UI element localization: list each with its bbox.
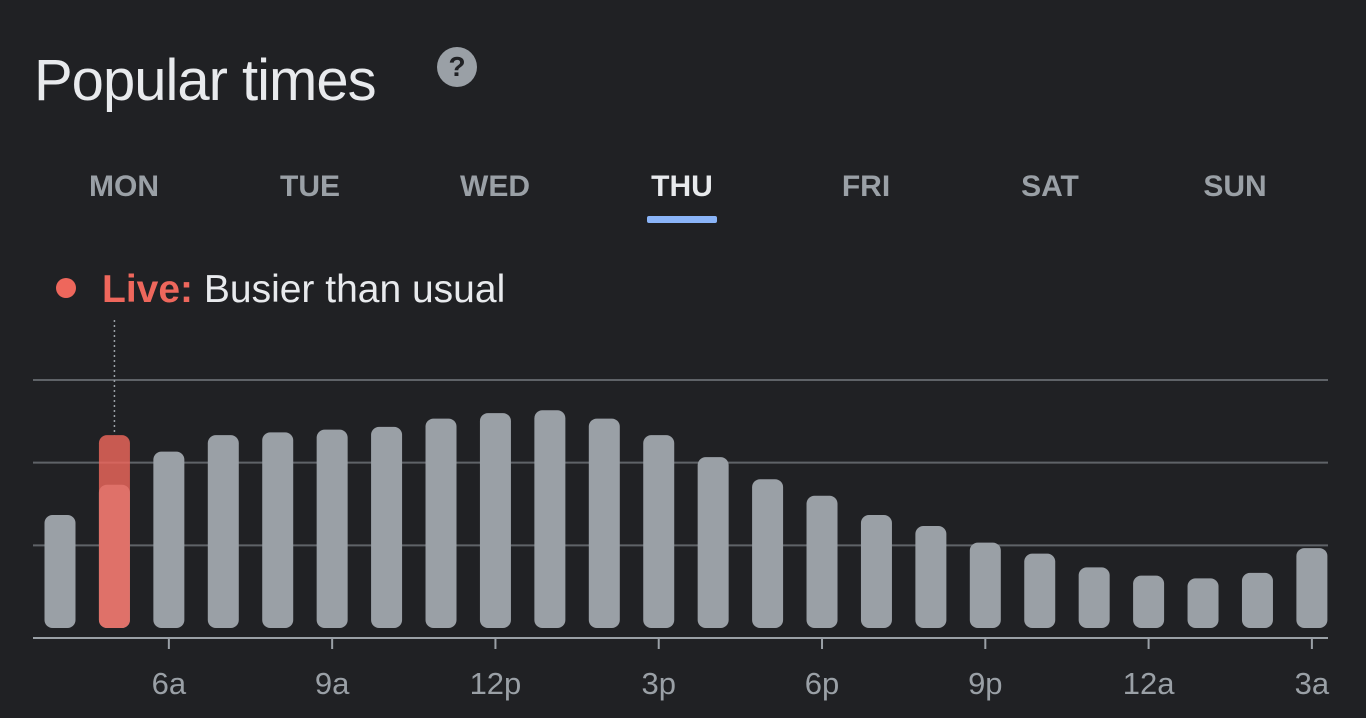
live-bar (98, 435, 130, 628)
bar-23 (1078, 567, 1110, 628)
x-tick-label: 3p (641, 666, 675, 701)
tab-wed[interactable]: WED (460, 170, 530, 203)
x-tick-label: 3a (1295, 666, 1330, 701)
tab-fri[interactable]: FRI (841, 170, 891, 203)
x-tick-label: 6p (805, 666, 839, 701)
tab-mon[interactable]: MON (89, 170, 159, 203)
bar-26 (1241, 572, 1273, 628)
bar-11 (425, 418, 457, 628)
bar-8 (262, 432, 294, 628)
bar-4 (44, 515, 76, 628)
live-label: Live: (102, 268, 194, 311)
live-status-text: Busier than usual (203, 268, 506, 311)
tab-sun[interactable]: SUN (1203, 170, 1267, 203)
tab-tue[interactable]: TUE (280, 170, 340, 203)
x-tick-label: 6a (152, 666, 187, 701)
bar-20 (915, 526, 947, 628)
bar-22 (1024, 553, 1056, 628)
bar-21 (969, 542, 1001, 628)
x-tick-label: 9a (315, 666, 350, 701)
tab-sat[interactable]: SAT (1021, 170, 1079, 203)
live-status: Live: Busier than usual (56, 268, 505, 312)
page-title: Popular times (34, 48, 377, 113)
tab-thu[interactable]: THU (651, 170, 713, 203)
live-dot-icon (56, 277, 76, 298)
x-tick-label: 9p (968, 666, 1002, 701)
bar-25 (1187, 578, 1219, 628)
bar-6 (153, 451, 185, 628)
x-tick-label: 12a (1123, 666, 1175, 701)
bar-27 (1296, 548, 1328, 628)
help-icon[interactable]: ? (437, 47, 477, 87)
bar-12 (479, 413, 511, 628)
bar-14 (588, 418, 620, 628)
bar-13 (534, 410, 566, 628)
bar-7 (207, 435, 239, 628)
bar-17 (752, 479, 784, 628)
selected-tab-indicator (647, 216, 717, 223)
x-tick-label: 12p (470, 666, 522, 701)
bar-19 (860, 515, 892, 628)
bar-9 (316, 429, 348, 628)
bar-15 (643, 435, 675, 628)
bar-16 (697, 457, 729, 628)
bar-24 (1133, 575, 1165, 628)
bar-18 (806, 495, 838, 628)
bar-10 (371, 426, 403, 628)
